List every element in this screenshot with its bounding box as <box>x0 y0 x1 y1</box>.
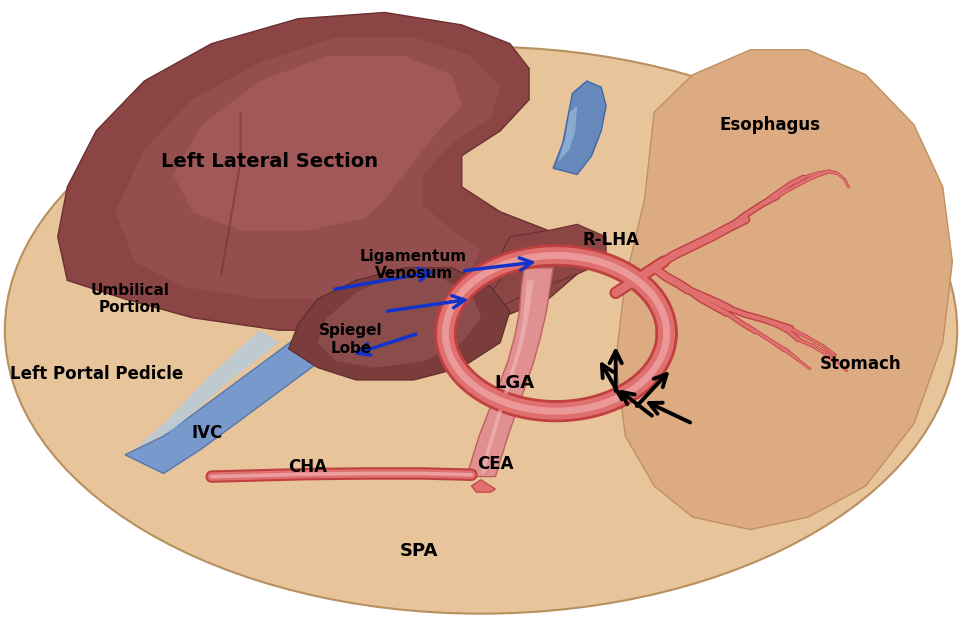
Polygon shape <box>480 280 533 473</box>
Text: CHA: CHA <box>288 459 327 476</box>
Polygon shape <box>466 268 553 477</box>
Text: R-LHA: R-LHA <box>581 231 638 249</box>
Polygon shape <box>553 81 605 174</box>
Text: Spiegel
Lobe: Spiegel Lobe <box>319 323 382 356</box>
Polygon shape <box>471 480 495 492</box>
Polygon shape <box>461 224 605 330</box>
Text: IVC: IVC <box>191 424 222 442</box>
Polygon shape <box>557 106 577 162</box>
Polygon shape <box>173 56 461 231</box>
Polygon shape <box>135 330 279 449</box>
Polygon shape <box>615 50 951 530</box>
Polygon shape <box>288 268 509 380</box>
Ellipse shape <box>5 47 956 614</box>
Text: Left Lateral Section: Left Lateral Section <box>160 153 378 171</box>
Polygon shape <box>115 37 500 299</box>
Text: SPA: SPA <box>399 543 437 560</box>
Polygon shape <box>125 293 404 473</box>
Text: LGA: LGA <box>494 374 534 392</box>
Text: Umbilical
Portion: Umbilical Portion <box>90 283 169 315</box>
Text: Ligamentum
Venosum: Ligamentum Venosum <box>359 249 467 281</box>
Polygon shape <box>317 274 480 368</box>
Text: Stomach: Stomach <box>820 356 900 373</box>
Text: Left Portal Pedicle: Left Portal Pedicle <box>10 365 183 383</box>
Text: Esophagus: Esophagus <box>719 116 819 133</box>
Text: CEA: CEA <box>477 455 513 473</box>
Polygon shape <box>58 12 577 330</box>
